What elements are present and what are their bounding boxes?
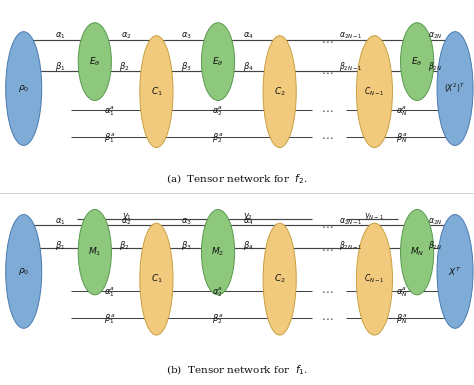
Text: $E_\theta$: $E_\theta$ <box>212 55 224 68</box>
Text: $M_N$: $M_N$ <box>410 246 424 258</box>
Text: $\gamma_1$: $\gamma_1$ <box>121 211 132 222</box>
Text: $\alpha_{2N-1}$: $\alpha_{2N-1}$ <box>339 31 363 42</box>
Text: $\cdots$: $\cdots$ <box>321 311 333 324</box>
Text: $\alpha_4$: $\alpha_4$ <box>243 216 254 227</box>
Text: $\alpha_4$: $\alpha_4$ <box>243 31 254 42</box>
Text: $C_{N-1}$: $C_{N-1}$ <box>364 85 385 98</box>
Text: $\beta_4$: $\beta_4$ <box>243 239 254 252</box>
Text: $C_1$: $C_1$ <box>151 85 162 98</box>
Ellipse shape <box>263 36 296 147</box>
Ellipse shape <box>140 36 173 147</box>
Text: $\alpha_{2N}$: $\alpha_{2N}$ <box>428 31 442 42</box>
Ellipse shape <box>437 214 473 328</box>
Text: $\gamma_2$: $\gamma_2$ <box>243 211 254 222</box>
Text: $\alpha_2$: $\alpha_2$ <box>121 31 132 42</box>
Ellipse shape <box>437 32 473 146</box>
Text: $\alpha_N^a$: $\alpha_N^a$ <box>396 285 408 299</box>
Text: $\beta_{2N-1}$: $\beta_{2N-1}$ <box>339 60 363 74</box>
Text: $\rho_0$: $\rho_0$ <box>18 83 29 94</box>
Ellipse shape <box>78 23 111 100</box>
Ellipse shape <box>356 36 392 147</box>
Text: $\cdots$: $\cdots$ <box>321 103 333 116</box>
Text: $\alpha_3$: $\alpha_3$ <box>181 31 191 42</box>
Text: $\alpha_3$: $\alpha_3$ <box>181 216 191 227</box>
Text: $\alpha_1^a$: $\alpha_1^a$ <box>104 285 116 299</box>
Text: $\beta_2$: $\beta_2$ <box>119 239 129 252</box>
Text: $C_1$: $C_1$ <box>151 273 162 285</box>
Text: $\cdots$: $\cdots$ <box>321 34 333 47</box>
Ellipse shape <box>78 209 111 295</box>
Text: $\cdots$: $\cdots$ <box>321 130 333 143</box>
Text: $\beta_1^a$: $\beta_1^a$ <box>104 132 116 146</box>
Ellipse shape <box>140 223 173 335</box>
Text: $\alpha_2$: $\alpha_2$ <box>121 216 132 227</box>
Text: $C_2$: $C_2$ <box>274 85 285 98</box>
Text: $E_\theta$: $E_\theta$ <box>411 55 423 68</box>
Text: $\beta_4$: $\beta_4$ <box>243 60 254 74</box>
Ellipse shape <box>6 32 42 146</box>
Text: $\alpha_N^a$: $\alpha_N^a$ <box>396 104 408 118</box>
Text: $\cdots$: $\cdots$ <box>321 284 333 297</box>
Text: (b)  Tensor network for  $f_1$.: (b) Tensor network for $f_1$. <box>166 363 308 377</box>
Text: $\beta_1$: $\beta_1$ <box>55 239 66 252</box>
Text: $\beta_2$: $\beta_2$ <box>119 60 129 74</box>
Text: $\beta_{2N-1}$: $\beta_{2N-1}$ <box>339 239 363 252</box>
Text: $\beta_{2N}$: $\beta_{2N}$ <box>428 60 442 74</box>
Text: $\alpha_1^a$: $\alpha_1^a$ <box>104 104 116 118</box>
Text: $\cdots$: $\cdots$ <box>321 65 333 78</box>
Text: $\beta_N^a$: $\beta_N^a$ <box>396 132 408 146</box>
Ellipse shape <box>6 214 42 328</box>
Text: $\alpha_{2N}$: $\alpha_{2N}$ <box>428 216 442 227</box>
Text: $X^T$: $X^T$ <box>448 265 462 278</box>
Text: $M_2$: $M_2$ <box>211 246 225 258</box>
Text: $\beta_2^a$: $\beta_2^a$ <box>212 132 224 146</box>
Ellipse shape <box>201 23 235 100</box>
Text: (a)  Tensor network for  $f_2$.: (a) Tensor network for $f_2$. <box>166 172 308 186</box>
Text: $\alpha_2^a$: $\alpha_2^a$ <box>212 104 224 118</box>
Ellipse shape <box>401 209 434 295</box>
Text: $\beta_3$: $\beta_3$ <box>181 60 191 74</box>
Text: $\cdots$: $\cdots$ <box>321 219 333 232</box>
Text: $C_2$: $C_2$ <box>274 273 285 285</box>
Ellipse shape <box>401 23 434 100</box>
Text: $\beta_N^a$: $\beta_N^a$ <box>396 312 408 326</box>
Ellipse shape <box>201 209 235 295</box>
Text: $\alpha_1$: $\alpha_1$ <box>55 216 66 227</box>
Text: $\beta_{2N}$: $\beta_{2N}$ <box>428 239 442 252</box>
Text: $(X^2)^T$: $(X^2)^T$ <box>445 82 465 95</box>
Text: $\cdots$: $\cdots$ <box>321 242 333 255</box>
Ellipse shape <box>356 223 392 335</box>
Text: $\beta_1^a$: $\beta_1^a$ <box>104 312 116 326</box>
Text: $M_1$: $M_1$ <box>88 246 101 258</box>
Text: $E_\theta$: $E_\theta$ <box>89 55 100 68</box>
Text: $C_{N-1}$: $C_{N-1}$ <box>364 273 385 285</box>
Text: $\gamma_{N-1}$: $\gamma_{N-1}$ <box>365 211 384 222</box>
Text: $\beta_1$: $\beta_1$ <box>55 60 66 74</box>
Text: $\alpha_{2N-1}$: $\alpha_{2N-1}$ <box>339 216 363 227</box>
Ellipse shape <box>263 223 296 335</box>
Text: $\alpha_2^a$: $\alpha_2^a$ <box>212 285 224 299</box>
Text: $\beta_2^a$: $\beta_2^a$ <box>212 312 224 326</box>
Text: $\rho_0$: $\rho_0$ <box>18 266 29 277</box>
Text: $\beta_3$: $\beta_3$ <box>181 239 191 252</box>
Text: $\alpha_1$: $\alpha_1$ <box>55 31 66 42</box>
